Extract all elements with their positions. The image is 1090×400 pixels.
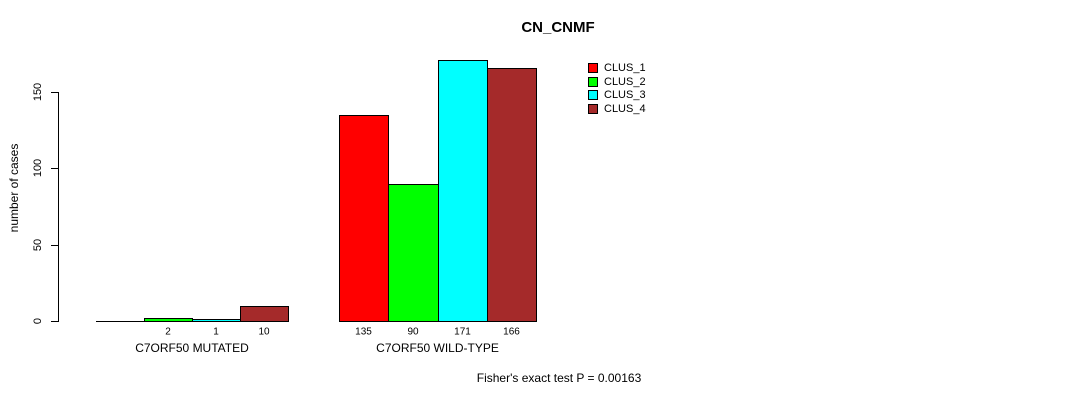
y-tick-label: 150	[32, 82, 44, 102]
y-axis-line	[58, 92, 59, 322]
chart-title: CN_CNMF	[521, 19, 595, 36]
bar-clus_3	[438, 60, 488, 322]
legend-label: CLUS_2	[604, 76, 646, 88]
fisher-test-annotation: Fisher's exact test P = 0.00163	[476, 371, 642, 385]
legend-item-clus_2: CLUS_2	[588, 76, 646, 88]
legend-label: CLUS_3	[604, 89, 646, 101]
x-axis-group-label: C7ORF50 MUTATED	[135, 341, 249, 355]
bar-count-label: 10	[258, 326, 270, 338]
legend-item-clus_1: CLUS_1	[588, 62, 646, 74]
bar-clus_2	[388, 184, 439, 322]
bar-count-label: 166	[503, 326, 520, 338]
bar-clus_4	[240, 306, 289, 322]
y-axis-title: number of cases	[7, 143, 21, 233]
bar-clus_1	[339, 115, 389, 322]
x-axis-group-label: C7ORF50 WILD-TYPE	[376, 341, 499, 355]
bar-clus_4	[487, 68, 537, 322]
y-tick-mark	[51, 245, 58, 246]
bar-count-label: 90	[407, 326, 419, 338]
legend-swatch-icon	[588, 77, 598, 87]
legend-swatch-icon	[588, 63, 598, 73]
legend-label: CLUS_4	[604, 103, 646, 115]
bar-clus_3	[192, 319, 241, 322]
bar-clus_2	[144, 318, 193, 322]
y-tick-mark	[51, 92, 58, 93]
y-tick-mark	[51, 168, 58, 169]
bar-count-label: 171	[454, 326, 471, 338]
legend-item-clus_4: CLUS_4	[588, 103, 646, 115]
legend-swatch-icon	[588, 104, 598, 114]
y-tick-label: 50	[32, 238, 44, 252]
y-tick-label: 0	[32, 317, 44, 325]
bar-count-label: 135	[355, 326, 372, 338]
legend-label: CLUS_1	[604, 62, 646, 74]
y-tick-mark	[51, 321, 58, 322]
bar-count-label: 2	[165, 326, 171, 338]
bar-count-label: 1	[213, 326, 219, 338]
y-tick-label: 100	[32, 158, 44, 178]
legend-item-clus_3: CLUS_3	[588, 89, 646, 101]
legend-swatch-icon	[588, 90, 598, 100]
